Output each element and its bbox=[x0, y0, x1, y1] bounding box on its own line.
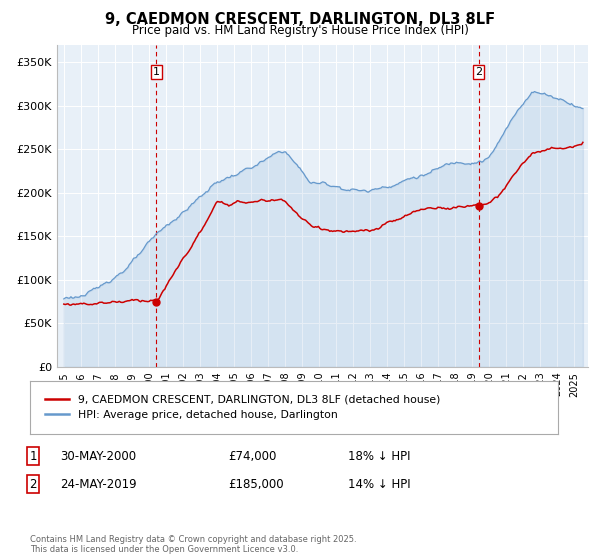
Text: Price paid vs. HM Land Registry's House Price Index (HPI): Price paid vs. HM Land Registry's House … bbox=[131, 24, 469, 36]
Text: 1: 1 bbox=[29, 450, 37, 463]
Text: 24-MAY-2019: 24-MAY-2019 bbox=[60, 478, 137, 491]
Text: £185,000: £185,000 bbox=[228, 478, 284, 491]
Text: 2: 2 bbox=[29, 478, 37, 491]
Text: 9, CAEDMON CRESCENT, DARLINGTON, DL3 8LF: 9, CAEDMON CRESCENT, DARLINGTON, DL3 8LF bbox=[105, 12, 495, 27]
Text: £74,000: £74,000 bbox=[228, 450, 277, 463]
Text: 2: 2 bbox=[475, 67, 482, 77]
Legend: 9, CAEDMON CRESCENT, DARLINGTON, DL3 8LF (detached house), HPI: Average price, d: 9, CAEDMON CRESCENT, DARLINGTON, DL3 8LF… bbox=[41, 390, 444, 424]
Text: 14% ↓ HPI: 14% ↓ HPI bbox=[348, 478, 410, 491]
Text: 1: 1 bbox=[152, 67, 160, 77]
Text: 30-MAY-2000: 30-MAY-2000 bbox=[60, 450, 136, 463]
Text: Contains HM Land Registry data © Crown copyright and database right 2025.
This d: Contains HM Land Registry data © Crown c… bbox=[30, 535, 356, 554]
Text: 18% ↓ HPI: 18% ↓ HPI bbox=[348, 450, 410, 463]
